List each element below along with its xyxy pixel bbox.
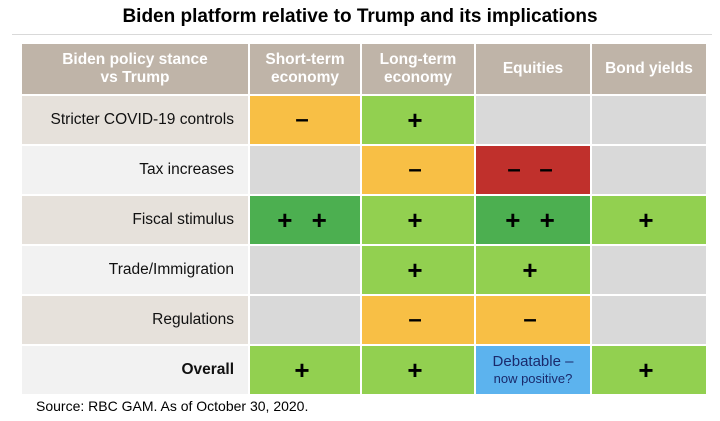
rating-cell bbox=[250, 296, 360, 344]
rating-cell: + bbox=[362, 196, 474, 244]
plus-mark: + bbox=[638, 204, 660, 235]
column-header-line1: Biden policy stance bbox=[62, 51, 208, 68]
plus-mark: + bbox=[407, 354, 429, 385]
rating-cell bbox=[592, 296, 706, 344]
column-header-line1: Long-term bbox=[379, 51, 457, 68]
rating-cell: – bbox=[362, 296, 474, 344]
minus-mark: – bbox=[523, 306, 543, 333]
row-label: Fiscal stimulus bbox=[22, 196, 248, 244]
rating-cell: + bbox=[250, 346, 360, 394]
plus-mark: + + bbox=[505, 204, 561, 235]
rating-cell: + + bbox=[476, 196, 590, 244]
rating-cell: + + bbox=[250, 196, 360, 244]
plus-mark: + bbox=[407, 204, 429, 235]
plus-mark: + bbox=[407, 104, 429, 135]
debatable-note-line2: now positive? bbox=[493, 371, 573, 386]
row-label: Stricter COVID-19 controls bbox=[22, 96, 248, 144]
rating-cell: – bbox=[250, 96, 360, 144]
column-header-line2: economy bbox=[270, 69, 340, 86]
rating-cell: + bbox=[362, 346, 474, 394]
rating-cell bbox=[476, 96, 590, 144]
rating-cell: + bbox=[362, 96, 474, 144]
column-header-line2: vs Trump bbox=[100, 69, 170, 86]
source-note: Source: RBC GAM. As of October 30, 2020. bbox=[36, 398, 309, 414]
minus-mark: – bbox=[408, 156, 428, 183]
rating-cell bbox=[250, 146, 360, 194]
row-label: Overall bbox=[22, 346, 248, 394]
rating-cell: Debatable – now positive? bbox=[476, 346, 590, 394]
rating-cell bbox=[250, 246, 360, 294]
rating-cell: – bbox=[362, 146, 474, 194]
plus-mark: + bbox=[638, 354, 660, 385]
header-short-term-economy: Short-term economy bbox=[250, 44, 360, 94]
plus-mark: + bbox=[407, 254, 429, 285]
rating-cell bbox=[592, 96, 706, 144]
minus-mark: – bbox=[408, 306, 428, 333]
column-header-line1: Short-term bbox=[265, 51, 345, 68]
debatable-note-line1: Debatable – bbox=[492, 353, 574, 370]
rating-cell: + bbox=[592, 346, 706, 394]
minus-mark: – bbox=[295, 106, 315, 133]
rating-cell: + bbox=[476, 246, 590, 294]
header-equities: Equities bbox=[476, 44, 590, 94]
plus-mark: + bbox=[522, 254, 544, 285]
row-label: Tax increases bbox=[22, 146, 248, 194]
row-label: Regulations bbox=[22, 296, 248, 344]
title-divider bbox=[12, 34, 712, 35]
chart-title: Biden platform relative to Trump and its… bbox=[122, 6, 598, 27]
rating-cell: – bbox=[476, 296, 590, 344]
header-policy-stance: Biden policy stance vs Trump bbox=[22, 44, 248, 94]
rating-cell bbox=[592, 146, 706, 194]
column-header-line1: Equities bbox=[502, 60, 564, 77]
rating-cell: + bbox=[592, 196, 706, 244]
row-label: Trade/Immigration bbox=[22, 246, 248, 294]
implications-table: Biden policy stance vs Trump Short-term eco… bbox=[22, 44, 706, 394]
column-header-line2: economy bbox=[383, 69, 453, 86]
header-long-term-economy: Long-term economy bbox=[362, 44, 474, 94]
column-header-line1: Bond yields bbox=[605, 60, 693, 77]
header-bond-yields: Bond yields bbox=[592, 44, 706, 94]
rating-cell bbox=[592, 246, 706, 294]
plus-mark: + + bbox=[277, 204, 333, 235]
minus-mark: – – bbox=[507, 156, 559, 183]
plus-mark: + bbox=[294, 354, 316, 385]
rating-cell: + bbox=[362, 246, 474, 294]
rating-cell: – – bbox=[476, 146, 590, 194]
